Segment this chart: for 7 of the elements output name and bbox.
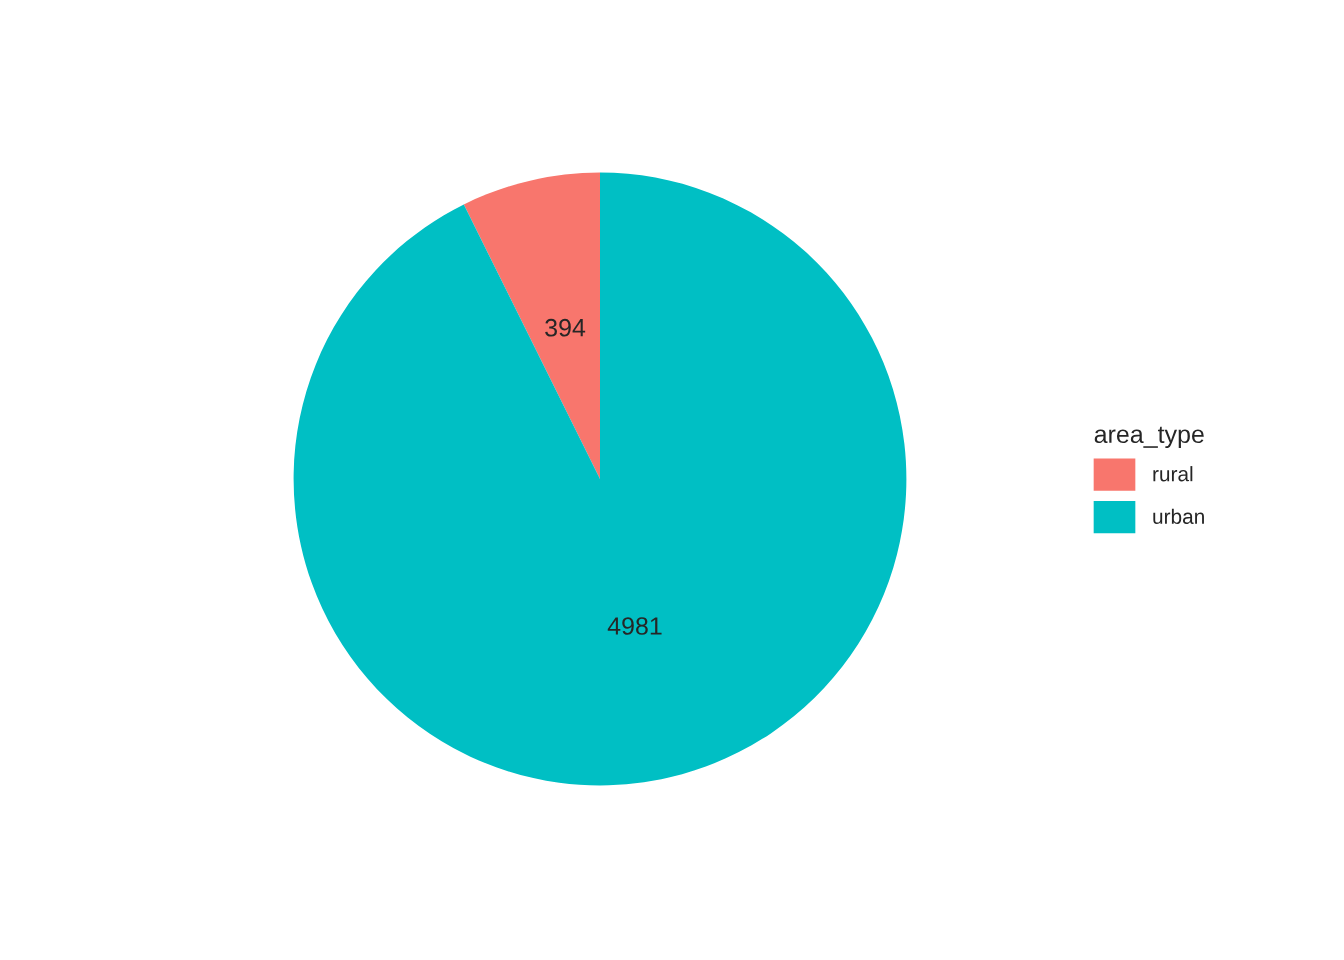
- legend-label: urban: [1153, 508, 1204, 524]
- pie-slice: [463, 172, 600, 479]
- data-label: 4981: [607, 617, 662, 635]
- legend-label: rural: [1153, 466, 1193, 482]
- legend-title: area_type: [1094, 426, 1204, 449]
- pie-slice: [293, 172, 907, 786]
- data-label: 394: [545, 318, 586, 337]
